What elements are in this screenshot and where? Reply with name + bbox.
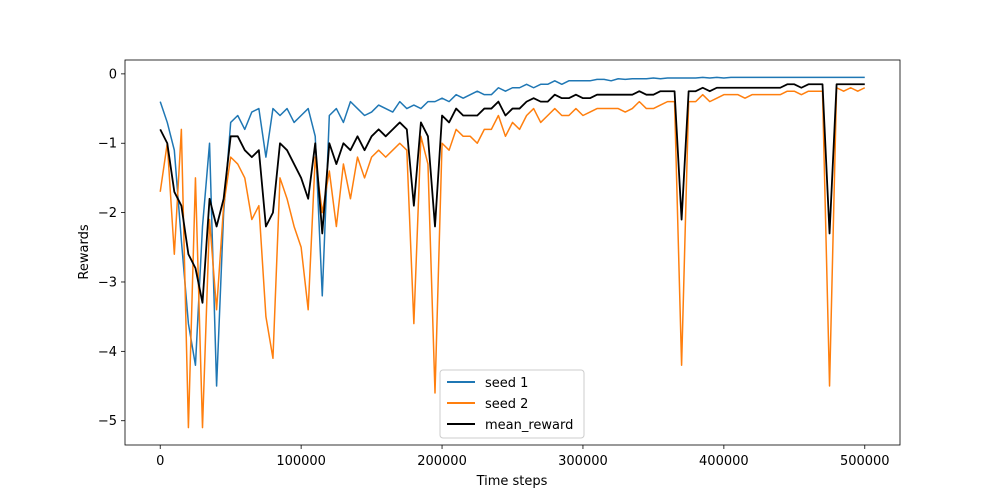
plot-frame xyxy=(124,59,901,446)
x-tick-label: 200000 xyxy=(417,454,467,469)
y-tick-label: −3 xyxy=(98,275,117,290)
x-tick-label: 0 xyxy=(156,454,164,469)
series-line-mean-reward xyxy=(159,83,865,304)
x-tick-label: 300000 xyxy=(558,454,608,469)
x-axis-ticks: 0 100000 200000 300000 400000 500000 xyxy=(156,445,890,469)
y-tick-label: 0 xyxy=(109,67,117,82)
legend-label-mean-reward: mean_reward xyxy=(485,418,573,433)
series-line-seed-2 xyxy=(159,87,866,429)
y-tick-label: −1 xyxy=(98,137,117,152)
y-axis-ticks: 0 −1 −2 −3 −4 −5 xyxy=(98,67,125,429)
y-axis-label: Rewards xyxy=(77,224,92,279)
y-tick-label: −2 xyxy=(98,206,117,221)
y-tick-label: −4 xyxy=(98,345,117,360)
x-tick-label: 500000 xyxy=(840,454,890,469)
legend-box xyxy=(439,369,585,439)
series-layer xyxy=(159,76,866,429)
legend: seed 1 seed 2 mean_reward xyxy=(439,369,585,439)
x-tick-label: 100000 xyxy=(276,454,326,469)
legend-label-seed-1: seed 1 xyxy=(485,376,528,391)
y-tick-label: −5 xyxy=(98,414,117,429)
x-tick-label: 400000 xyxy=(699,454,749,469)
legend-label-seed-2: seed 2 xyxy=(485,397,528,412)
series-line-seed-1 xyxy=(159,76,865,387)
x-axis-label: Time steps xyxy=(476,474,548,489)
